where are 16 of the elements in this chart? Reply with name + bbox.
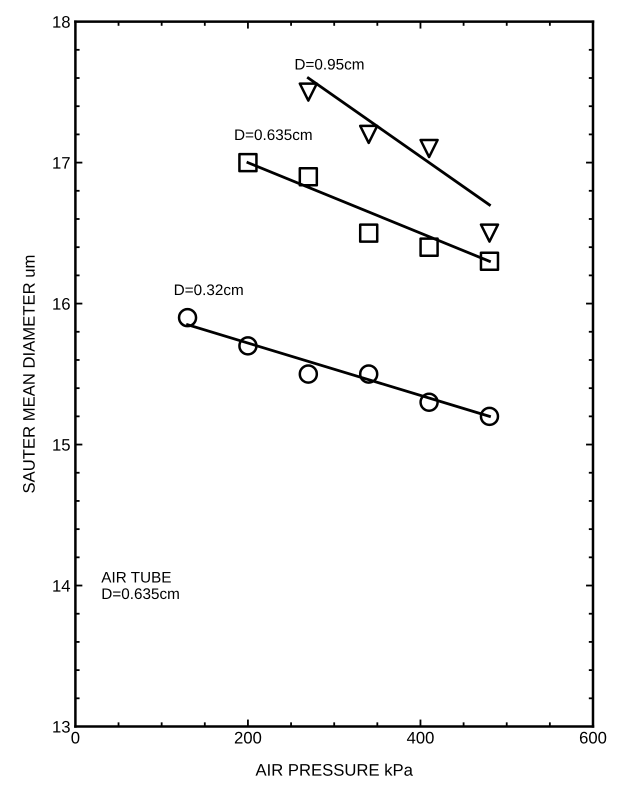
y-tick-label: 14 [53, 580, 70, 592]
x-tick-label: 400 [406, 732, 434, 744]
y-tick-label: 15 [53, 439, 70, 451]
y-tick-label: 17 [53, 157, 70, 169]
annotation: AIR TUBE D=0.635cm [101, 572, 179, 600]
series-label: D=0.95cm [296, 58, 364, 70]
series-label: D=0.32cm [174, 284, 243, 296]
x-axis-title: AIR PRESSURE kPa [256, 764, 413, 776]
y-tick-label: 16 [53, 298, 70, 310]
x-tick-label: 600 [580, 732, 606, 744]
x-tick-label: 200 [234, 732, 262, 744]
y-tick-label: 18 [53, 16, 70, 28]
series-label: D=0.635cm [235, 129, 312, 140]
x-tick-label: 0 [71, 732, 80, 744]
y-tick-label: 13 [53, 720, 70, 733]
y-axis-title: SAUTER MEAN DIAMETER um [23, 256, 35, 493]
